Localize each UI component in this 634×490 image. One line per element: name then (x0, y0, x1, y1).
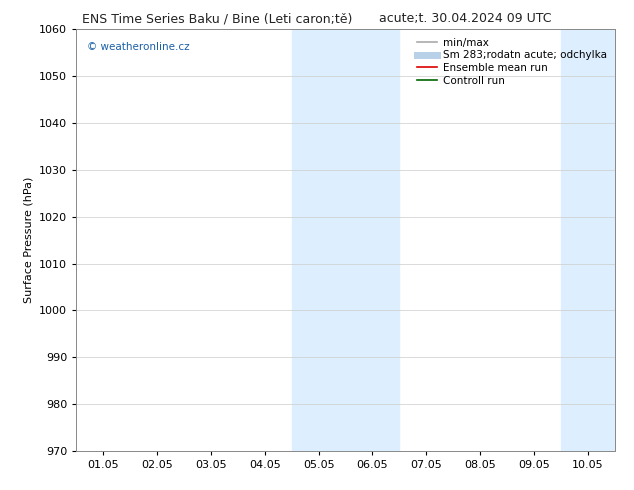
Bar (561, 29, 634, 451)
Y-axis label: Surface Pressure (hPa): Surface Pressure (hPa) (23, 177, 34, 303)
Text: © weatheronline.cz: © weatheronline.cz (87, 42, 190, 52)
Bar (292, 29, 399, 451)
Text: ENS Time Series Baku / Bine (Leti caron;tě): ENS Time Series Baku / Bine (Leti caron;… (82, 12, 353, 25)
Text: acute;t. 30.04.2024 09 UTC: acute;t. 30.04.2024 09 UTC (379, 12, 552, 25)
Legend: min/max, Sm 283;rodatn acute; odchylka, Ensemble mean run, Controll run: min/max, Sm 283;rodatn acute; odchylka, … (413, 35, 610, 89)
